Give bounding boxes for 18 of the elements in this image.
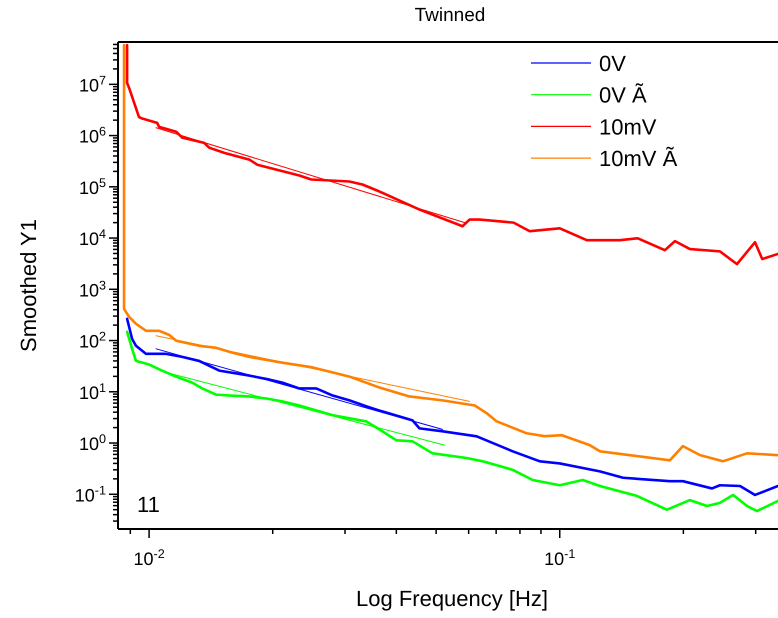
y-axis-title: Smoothed Y1 <box>16 219 41 352</box>
y-tick-label: 10$^{-1}$ <box>74 483 106 506</box>
y-tick-label: 10$^{0}$ <box>78 432 106 454</box>
y-tick-label: 10$^{5}$ <box>78 176 106 198</box>
legend-label: 10mV <box>599 114 657 140</box>
legend-label: 10mV Ã <box>599 146 678 172</box>
y-tick-label: 10$^{4}$ <box>78 227 106 250</box>
x-axis-title: Log Frequency [Hz] <box>356 586 548 611</box>
y-tick-label: 10$^{2}$ <box>78 330 106 352</box>
y-tick-label: 10$^{1}$ <box>78 380 106 403</box>
y-tick-label: 10$^{3}$ <box>78 278 106 300</box>
y-tick-label: 10$^{7}$ <box>78 73 106 96</box>
legend-label: 0V Ã <box>599 82 648 108</box>
legend-label: 0V <box>599 51 626 76</box>
x-tick-label: 10$^{-2}$ <box>133 547 165 569</box>
annotation: 11 <box>137 492 160 517</box>
y-tick-label: 10$^{6}$ <box>78 124 106 147</box>
chart-title: Twinned <box>414 5 486 26</box>
